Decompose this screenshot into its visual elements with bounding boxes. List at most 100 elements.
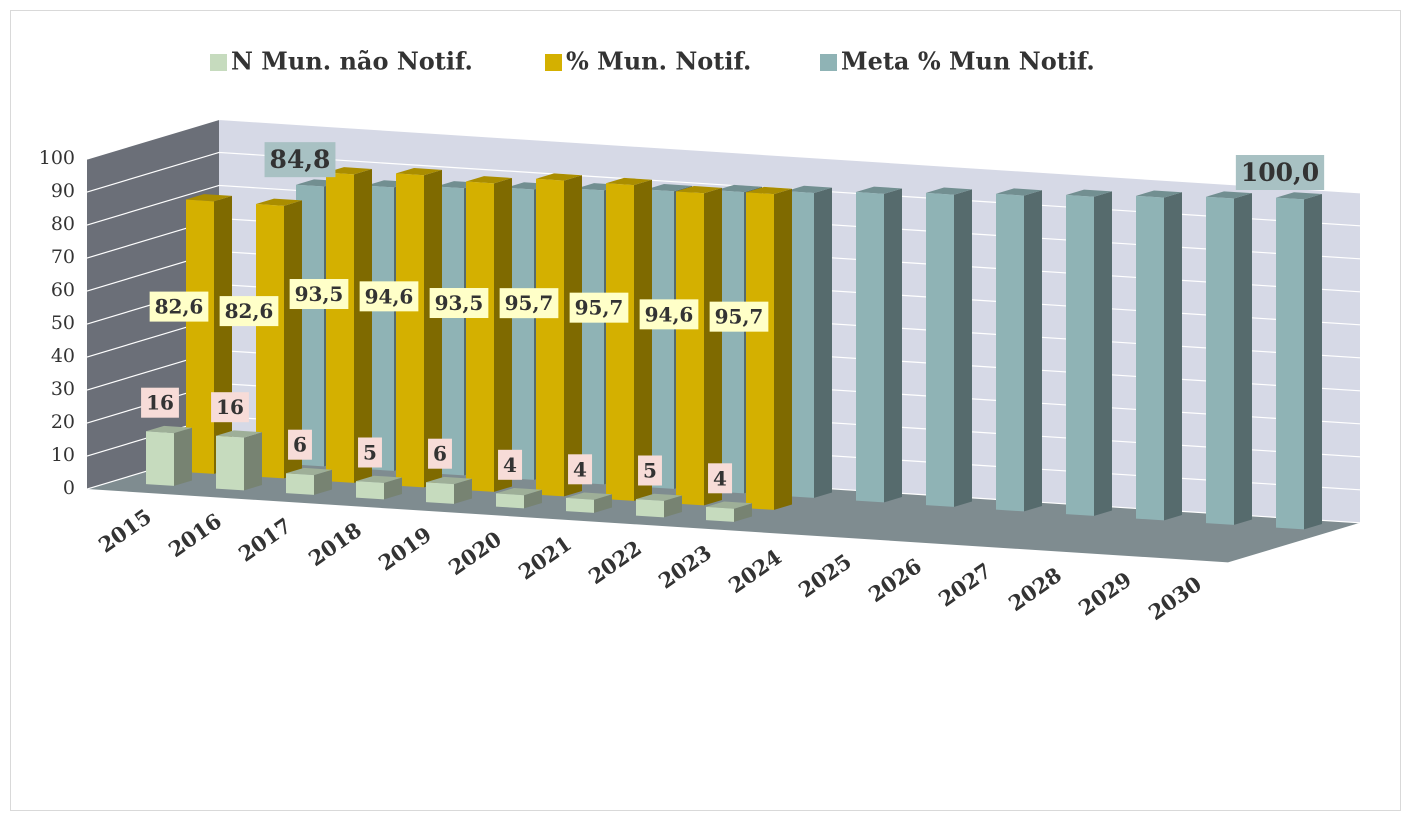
data-label: 93,5 — [435, 291, 484, 315]
bar-front — [216, 435, 244, 491]
data-label: 95,7 — [505, 291, 554, 315]
legend-swatch — [210, 54, 227, 71]
data-label: 16 — [146, 391, 174, 415]
bar — [676, 186, 722, 506]
y-tick-label: 50 — [51, 312, 75, 334]
bar-side — [284, 200, 302, 479]
bar — [636, 493, 682, 518]
bar-front — [256, 204, 284, 479]
bar-front — [746, 192, 774, 510]
y-tick-label: 80 — [51, 213, 75, 235]
bar — [996, 188, 1042, 512]
bar-side — [664, 495, 682, 518]
legend-swatch — [545, 54, 562, 71]
bar-top — [1276, 192, 1322, 200]
data-label-box — [1235, 155, 1325, 190]
data-label: 4 — [503, 453, 517, 477]
bar — [566, 492, 612, 513]
bar — [746, 186, 792, 510]
grid-line — [86, 184, 1361, 260]
bar-top — [1136, 190, 1182, 198]
bar-side — [814, 187, 832, 498]
bar — [466, 176, 512, 492]
bar-front — [536, 178, 564, 497]
data-label: 84,8 — [270, 145, 331, 174]
bar-side — [734, 503, 752, 522]
bar-front — [186, 199, 214, 474]
bar-side — [314, 469, 332, 495]
data-label: 4 — [573, 457, 587, 481]
bar-front — [996, 193, 1024, 512]
bar-front — [706, 506, 734, 522]
bar — [1136, 190, 1182, 521]
bar-top — [706, 501, 752, 509]
bar-side — [1164, 192, 1182, 521]
bar-top — [396, 168, 442, 176]
y-tick-label: 100 — [39, 147, 75, 169]
data-label: 82,6 — [155, 295, 204, 319]
bar — [786, 185, 832, 498]
bar — [1276, 192, 1322, 530]
bar-top — [746, 186, 792, 195]
data-label-box — [289, 279, 349, 310]
bar-top — [716, 184, 762, 193]
data-label-box — [211, 392, 249, 423]
data-label: 5 — [643, 459, 657, 483]
bar-side — [884, 188, 902, 503]
data-label: 4 — [713, 466, 727, 490]
y-tick-label: 20 — [51, 411, 75, 433]
data-label: 82,6 — [225, 299, 274, 323]
bar-side — [1094, 191, 1112, 516]
bar-front — [426, 482, 454, 504]
bar-side — [174, 427, 192, 486]
bar-top — [996, 188, 1042, 196]
bar-front — [356, 481, 384, 500]
y-tick-label: 40 — [51, 345, 75, 367]
data-label-box — [359, 281, 419, 312]
bar-top — [286, 467, 332, 476]
bar — [706, 501, 752, 522]
bar-front — [1066, 194, 1094, 516]
bar-front — [496, 493, 524, 509]
data-label: 16 — [216, 395, 244, 419]
bar-front — [326, 172, 354, 483]
bar-side — [1024, 190, 1042, 512]
bar-side — [594, 494, 612, 513]
bar-top — [636, 493, 682, 501]
data-label-box — [219, 296, 279, 327]
bar — [536, 173, 582, 497]
bar-top — [146, 425, 192, 434]
bar-top — [186, 194, 232, 202]
bar — [496, 488, 542, 509]
y-tick-label: 70 — [51, 246, 75, 268]
grid-line — [86, 151, 1361, 227]
bar-side — [524, 489, 542, 509]
bar-top — [786, 185, 832, 193]
bar-top — [426, 476, 472, 485]
bar-front — [286, 473, 314, 495]
bar — [606, 177, 652, 501]
bar-top — [1066, 189, 1112, 197]
bar-top — [1206, 191, 1252, 199]
bar-top — [856, 186, 902, 194]
bar-top — [646, 184, 692, 192]
bar-front — [606, 183, 634, 501]
bar — [216, 430, 262, 491]
bar-top — [496, 488, 542, 496]
bar-side — [494, 177, 512, 492]
bar-side — [1304, 194, 1322, 530]
data-label-box — [568, 454, 593, 485]
bar-side — [704, 187, 722, 506]
y-tick-label: 60 — [51, 279, 75, 301]
y-tick-label: 30 — [51, 378, 75, 400]
data-label: 6 — [293, 433, 307, 457]
bar-front — [786, 191, 814, 498]
bar-front — [296, 184, 324, 467]
bar-side — [454, 478, 472, 504]
bar-front — [506, 187, 534, 480]
bar — [356, 475, 402, 500]
bar-front — [436, 186, 464, 476]
bar-front — [1276, 197, 1304, 530]
bar-top — [466, 176, 512, 184]
